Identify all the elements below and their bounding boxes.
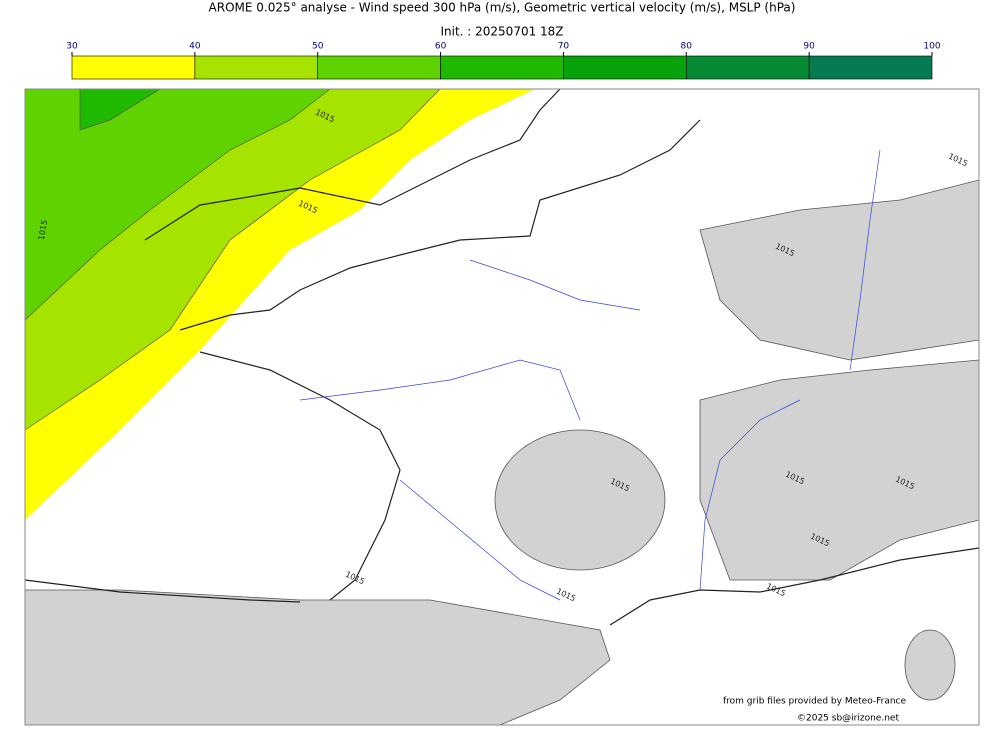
coast-atlantic — [199, 351, 401, 601]
rivers — [299, 149, 881, 601]
title: AROME 0.025° analyse - Wind speed 300 hP… — [209, 1, 796, 15]
colorbar-tick-label: 60 — [435, 42, 447, 52]
coast-france — [179, 119, 701, 331]
coast-england — [144, 89, 561, 241]
terrain — [25, 179, 979, 725]
coastlines — [25, 89, 979, 626]
credit-source: from grib files provided by Meteo-France — [723, 697, 906, 707]
colorbar-tick-label: 50 — [312, 42, 324, 52]
init-time: Init. : 20250701 18Z — [440, 25, 563, 39]
terrain-pyrenees — [25, 589, 611, 725]
river-garonne — [399, 479, 561, 601]
colorbar-segment — [317, 55, 441, 80]
colorbar-tick-label: 70 — [558, 42, 570, 52]
colorbar-tick-label: 40 — [189, 42, 201, 52]
terrain-north-east — [699, 179, 979, 361]
wind-zone-50 — [25, 89, 331, 321]
wind-zone-60 — [79, 89, 161, 131]
coast-mediterranean — [609, 547, 979, 626]
credit-copyright: ©2025 sb@irizone.net — [797, 714, 899, 724]
river-seine — [469, 259, 641, 311]
river-rhine — [849, 149, 881, 371]
colorbar-segment — [563, 55, 687, 80]
contour-label: 1015 — [37, 219, 49, 241]
colorbar-tick-label: 30 — [66, 42, 78, 52]
river-rhone — [699, 399, 801, 591]
colorbar-segment — [808, 55, 933, 80]
terrain-massif-central — [494, 429, 666, 571]
colorbar-tick-label: 90 — [803, 42, 815, 52]
coast-iberia — [25, 579, 301, 603]
colorbar-segment — [685, 55, 810, 80]
colorbar-segment — [71, 55, 196, 80]
colorbar-segment — [194, 55, 319, 80]
colorbar-tick-label: 80 — [681, 42, 693, 52]
terrain-corsica — [904, 629, 956, 701]
colorbar-segment — [440, 55, 564, 80]
colorbar-tick-label: 100 — [923, 42, 940, 52]
river-loire — [299, 359, 581, 421]
map-frame — [24, 88, 980, 726]
colorbar: 30 40 50 60 70 80 90 100 — [66, 42, 941, 80]
